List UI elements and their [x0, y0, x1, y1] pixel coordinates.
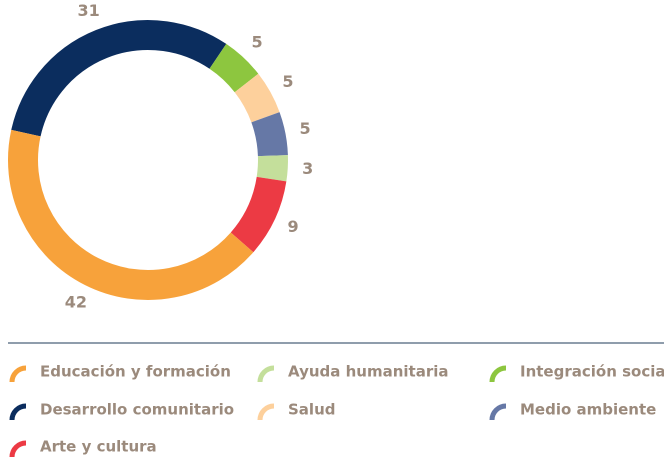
- legend-label: Desarrollo comunitario: [40, 401, 234, 419]
- donut-segment: [234, 73, 280, 123]
- value-label: 31: [77, 1, 99, 20]
- legend-swatch: [9, 440, 27, 458]
- donut-segment: [256, 155, 288, 182]
- legend-label: Salud: [288, 401, 335, 419]
- legend-swatch: [489, 403, 507, 421]
- value-label: 5: [299, 119, 310, 138]
- donut-segment: [11, 20, 227, 137]
- donut-segment: [230, 176, 287, 253]
- legend-label: Ayuda humanitaria: [288, 363, 449, 381]
- donut-segment: [8, 129, 254, 300]
- legend-swatch: [9, 403, 27, 421]
- value-label: 5: [252, 32, 263, 51]
- donut-segment: [251, 112, 288, 157]
- legend-swatch: [9, 365, 27, 383]
- legend-label: Integración social: [520, 363, 664, 381]
- legend-swatch: [257, 365, 275, 383]
- legend-swatch: [489, 365, 507, 383]
- legend-label: Medio ambiente: [520, 401, 656, 419]
- value-label: 5: [282, 72, 293, 91]
- donut-segment: [209, 43, 259, 93]
- value-label: 42: [65, 292, 87, 311]
- value-label: 9: [287, 217, 298, 236]
- legend-label: Arte y cultura: [40, 438, 157, 456]
- value-label: 3: [302, 159, 313, 178]
- legend-swatch: [257, 403, 275, 421]
- legend-label: Educación y formación: [40, 363, 231, 381]
